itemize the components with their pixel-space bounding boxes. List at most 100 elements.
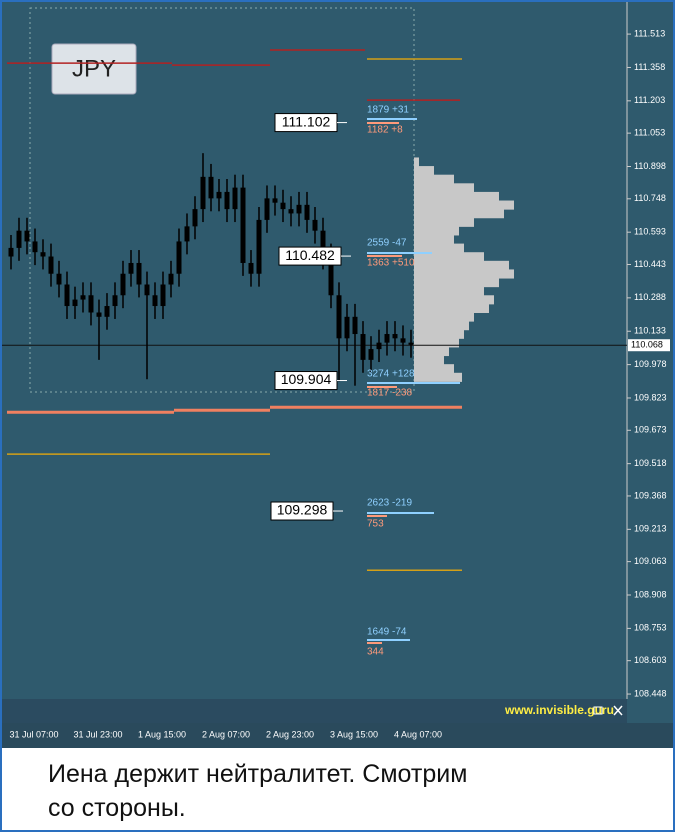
y-tick-label: 110.443: [634, 259, 666, 269]
y-tick-label: 110.898: [634, 161, 666, 171]
x-tick-label: 31 Jul 07:00: [9, 729, 58, 739]
profile-bar: [414, 329, 464, 339]
candle-body: [288, 209, 294, 214]
y-tick-label: 109.823: [634, 392, 667, 402]
candle-body: [8, 247, 14, 257]
candle-body: [328, 256, 334, 296]
candle-body: [240, 187, 246, 263]
y-tick-label: 109.213: [634, 524, 667, 534]
profile-bar: [414, 321, 469, 331]
candle-body: [336, 295, 342, 339]
chart: JPY www.invisible.guru 111.513 111.358 111…: [2, 2, 673, 748]
last-price-box: [628, 339, 670, 352]
candle-body: [112, 295, 118, 307]
price-label: 109.904: [281, 371, 332, 387]
profile-bar: [414, 295, 494, 305]
annotation: 1182 +8: [367, 125, 403, 136]
profile-bar: [414, 217, 474, 227]
restore-icon[interactable]: [593, 706, 603, 715]
profile-bar: [414, 174, 454, 184]
candle-body: [40, 252, 46, 257]
y-tick-label: 110.288: [634, 292, 666, 302]
y-tick-label: 111.358: [634, 62, 665, 72]
y-tick-label: 111.053: [634, 128, 665, 138]
candle-body: [200, 176, 206, 210]
profile-bar: [414, 269, 514, 279]
candle-body: [120, 273, 126, 296]
profile-bar: [414, 260, 509, 270]
candle-body: [232, 187, 238, 210]
profile-bar: [414, 183, 474, 193]
candle-body: [96, 312, 102, 317]
candle-body: [80, 295, 86, 300]
y-tick-label: 108.908: [634, 589, 667, 599]
time-axis: [2, 723, 673, 748]
profile-bar: [414, 157, 419, 167]
y-tick-label: 111.203: [634, 95, 665, 105]
close-icon[interactable]: [613, 705, 623, 716]
y-tick-label: 109.673: [634, 425, 667, 435]
annotation: 1649 -74: [367, 627, 407, 638]
candle-body: [408, 342, 414, 345]
candle-body: [24, 230, 30, 242]
profile-bar: [414, 355, 444, 365]
candle-body: [16, 230, 22, 248]
badge-box: [51, 43, 137, 95]
candle-body: [88, 295, 94, 313]
candle-body: [144, 284, 150, 296]
price-label: 109.298: [277, 502, 328, 518]
annotation: 1817 -238: [367, 388, 412, 399]
profile-bar: [414, 278, 499, 288]
y-tick-label: 110.133: [634, 326, 666, 336]
candle-body: [280, 202, 286, 210]
price-label: 110.482: [285, 247, 335, 263]
x-tick-label: 3 Aug 15:00: [330, 729, 378, 739]
y-tick-label: 109.978: [634, 359, 667, 369]
annotation: 1879 +31: [367, 105, 409, 116]
profile-bar: [414, 364, 454, 374]
x-tick-label: 4 Aug 07:00: [394, 729, 442, 739]
profile-bar: [414, 191, 499, 202]
candle-body: [304, 204, 310, 220]
profile-bar: [414, 200, 514, 210]
candle-body: [152, 295, 158, 307]
candle-body: [72, 299, 78, 307]
candle-body: [32, 241, 38, 253]
x-tick-label: 2 Aug 23:00: [266, 729, 314, 739]
x-tick-label: 2 Aug 07:00: [202, 729, 250, 739]
profile-bar: [414, 166, 434, 176]
candle-body: [128, 262, 134, 274]
profile-bar: [414, 312, 474, 322]
caption-line: со стороны.: [48, 794, 186, 822]
candle-body: [256, 219, 262, 274]
y-tick-label: 110.748: [634, 193, 666, 203]
y-tick-label: 108.448: [634, 688, 667, 698]
x-tick-label: 31 Jul 23:00: [73, 729, 122, 739]
candle-body: [136, 262, 142, 285]
candle-body: [352, 316, 358, 335]
footer-link[interactable]: www.invisible.guru: [504, 703, 614, 717]
profile-bar: [414, 252, 484, 262]
candle-body: [104, 306, 110, 317]
annotation: 753: [367, 519, 384, 530]
candle-body: [168, 273, 174, 285]
caption-line: Иена держит нейтралитет. Смотрим: [48, 760, 468, 788]
candle-body: [368, 349, 374, 360]
candle-body: [320, 230, 326, 257]
toolbar: [2, 699, 627, 723]
candle-body: [208, 176, 214, 199]
candle-body: [376, 342, 382, 350]
y-tick-label: 109.063: [634, 556, 667, 566]
annotation: 2623 -219: [367, 498, 412, 509]
profile-bar: [414, 209, 504, 219]
y-tick-label: 110.593: [634, 227, 666, 237]
candle-body: [360, 334, 366, 360]
profile-bar: [414, 338, 459, 348]
candle-body: [48, 256, 54, 274]
y-tick-label: 111.513: [634, 28, 665, 38]
profile-bar: [414, 303, 489, 313]
y-tick-label: 108.753: [634, 623, 667, 633]
profile-bar: [414, 372, 462, 382]
price-label: 111.102: [282, 113, 331, 129]
